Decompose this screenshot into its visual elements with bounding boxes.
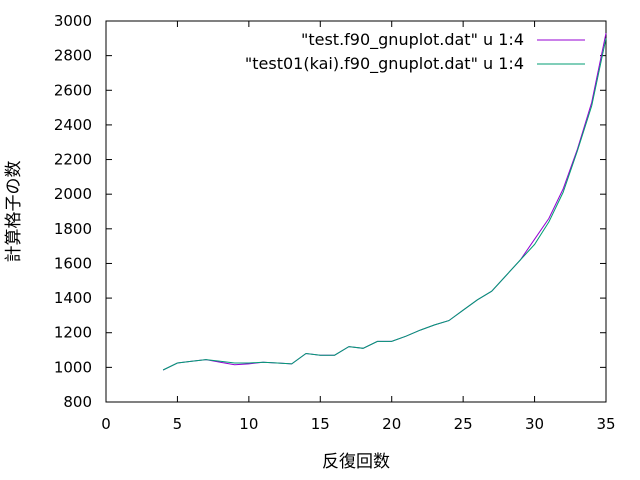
y-axis-title: 計算格子の数 <box>4 161 24 263</box>
x-tick-label: 5 <box>173 415 183 433</box>
y-tick-label: 2000 <box>54 185 92 203</box>
legend-label-2: "test01(kai).f90_gnuplot.dat" u 1:4 <box>245 54 524 74</box>
y-tick-label: 1400 <box>54 289 92 307</box>
y-tick-label: 2800 <box>54 47 92 65</box>
y-tick-label: 1800 <box>54 220 92 238</box>
y-tick-label: 2600 <box>54 81 92 99</box>
y-tick-label: 2400 <box>54 116 92 134</box>
x-axis-title: 反復回数 <box>322 452 390 472</box>
x-tick-label: 20 <box>382 415 401 433</box>
legend: "test.f90_gnuplot.dat" u 1:4 "test01(kai)… <box>245 30 585 74</box>
x-tick-label: 10 <box>239 415 258 433</box>
x-tick-label: 30 <box>525 415 544 433</box>
y-axis-ticks: 800 1000 1200 1400 1600 1800 2000 2200 2400 2600 2… <box>54 12 606 411</box>
y-tick-label: 1200 <box>54 324 92 342</box>
legend-label-1: "test.f90_gnuplot.dat" u 1:4 <box>301 30 524 50</box>
plot-border <box>105 20 607 403</box>
x-tick-label: 25 <box>454 415 473 433</box>
y-tick-label: 800 <box>63 393 92 411</box>
y-tick-label: 1000 <box>54 358 92 376</box>
series-line-1 <box>162 32 607 371</box>
y-tick-label: 3000 <box>54 12 92 30</box>
plot-frame <box>105 20 607 403</box>
y-tick-label: 1600 <box>54 254 92 272</box>
series-line-2 <box>162 38 607 371</box>
y-tick-label: 2200 <box>54 151 92 169</box>
series-lines <box>162 32 607 371</box>
x-tick-label: 0 <box>101 415 111 433</box>
x-axis-ticks: 0 5 10 15 20 25 30 35 <box>101 21 616 433</box>
x-tick-label: 15 <box>311 415 330 433</box>
x-tick-label: 35 <box>596 415 615 433</box>
